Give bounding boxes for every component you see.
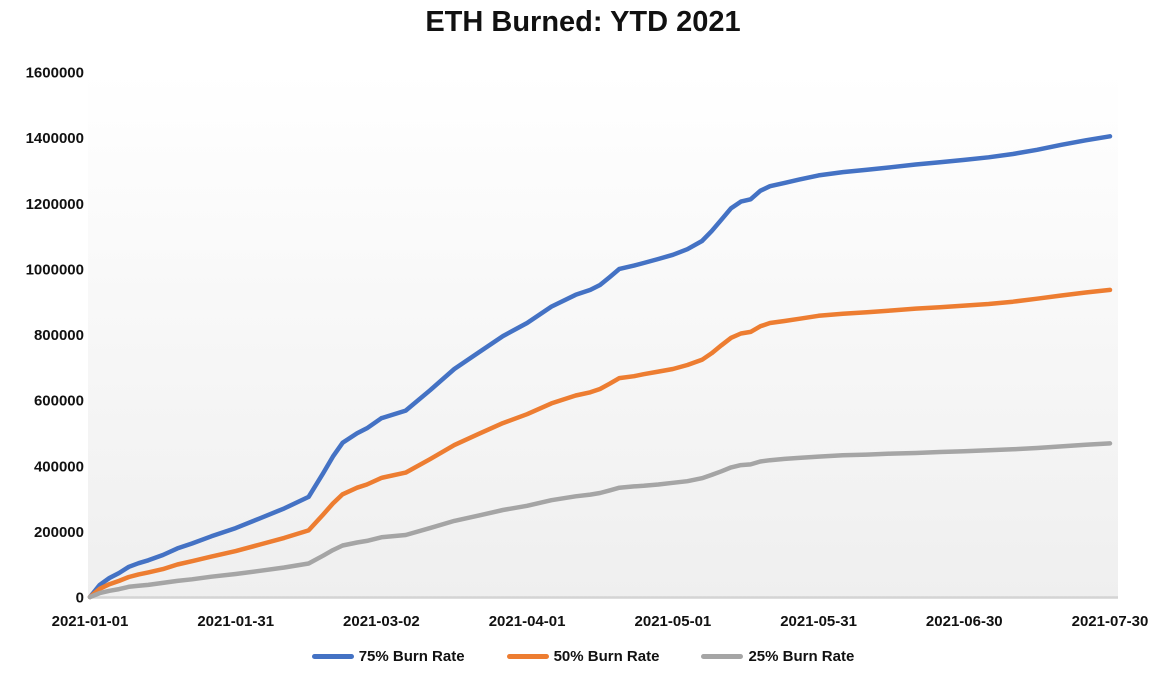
y-tick-label: 1000000 [26, 261, 84, 278]
plot-area-background [88, 72, 1118, 597]
y-tick-label: 800000 [34, 327, 84, 344]
y-tick-label: 200000 [34, 524, 84, 541]
y-tick-label: 1200000 [26, 196, 84, 213]
chart-legend: 75% Burn Rate 50% Burn Rate 25% Burn Rat… [0, 648, 1166, 665]
x-axis-tick-labels: 2021-01-01 2021-01-31 2021-03-02 2021-04-01… [52, 613, 1149, 630]
series-group [87, 134, 1113, 600]
x-tick-label: 2021-07-30 [1072, 613, 1149, 630]
legend-line-swatch-50 [506, 654, 549, 659]
legend-item-25-burn-rate: 25% Burn Rate [701, 648, 854, 665]
series-line-75-burn-rate [87, 134, 1113, 600]
legend-item-75-burn-rate: 75% Burn Rate [311, 648, 465, 665]
y-axis-tick-labels: 0 200000 400000 600000 800000 1000000 1200000 1… [26, 65, 84, 607]
x-tick-label: 2021-05-31 [780, 613, 857, 630]
y-tick-label: 0 [76, 590, 84, 607]
y-tick-label: 1600000 [26, 65, 84, 82]
series-line-25-burn-rate [87, 441, 1113, 600]
x-tick-label: 2021-06-30 [926, 613, 1003, 630]
chart-title: ETH Burned: YTD 2021 [425, 6, 741, 38]
x-tick-label: 2021-04-01 [489, 613, 566, 630]
x-tick-label: 2021-05-01 [635, 613, 712, 630]
legend-item-50-burn-rate: 50% Burn Rate [506, 648, 660, 665]
y-tick-label: 400000 [34, 458, 84, 475]
legend-label-75: 75% Burn Rate [358, 648, 465, 665]
x-tick-label: 2021-03-02 [343, 613, 420, 630]
y-tick-label: 600000 [34, 393, 84, 410]
x-tick-label: 2021-01-01 [52, 613, 129, 630]
series-line-50-burn-rate [87, 287, 1113, 600]
x-tick-label: 2021-01-31 [197, 613, 274, 630]
legend-label-50: 50% Burn Rate [553, 648, 660, 665]
legend-label-25: 25% Burn Rate [748, 648, 855, 665]
y-tick-label: 1400000 [26, 130, 84, 147]
legend-line-swatch-75 [311, 654, 354, 659]
legend-line-swatch-25 [701, 654, 744, 659]
